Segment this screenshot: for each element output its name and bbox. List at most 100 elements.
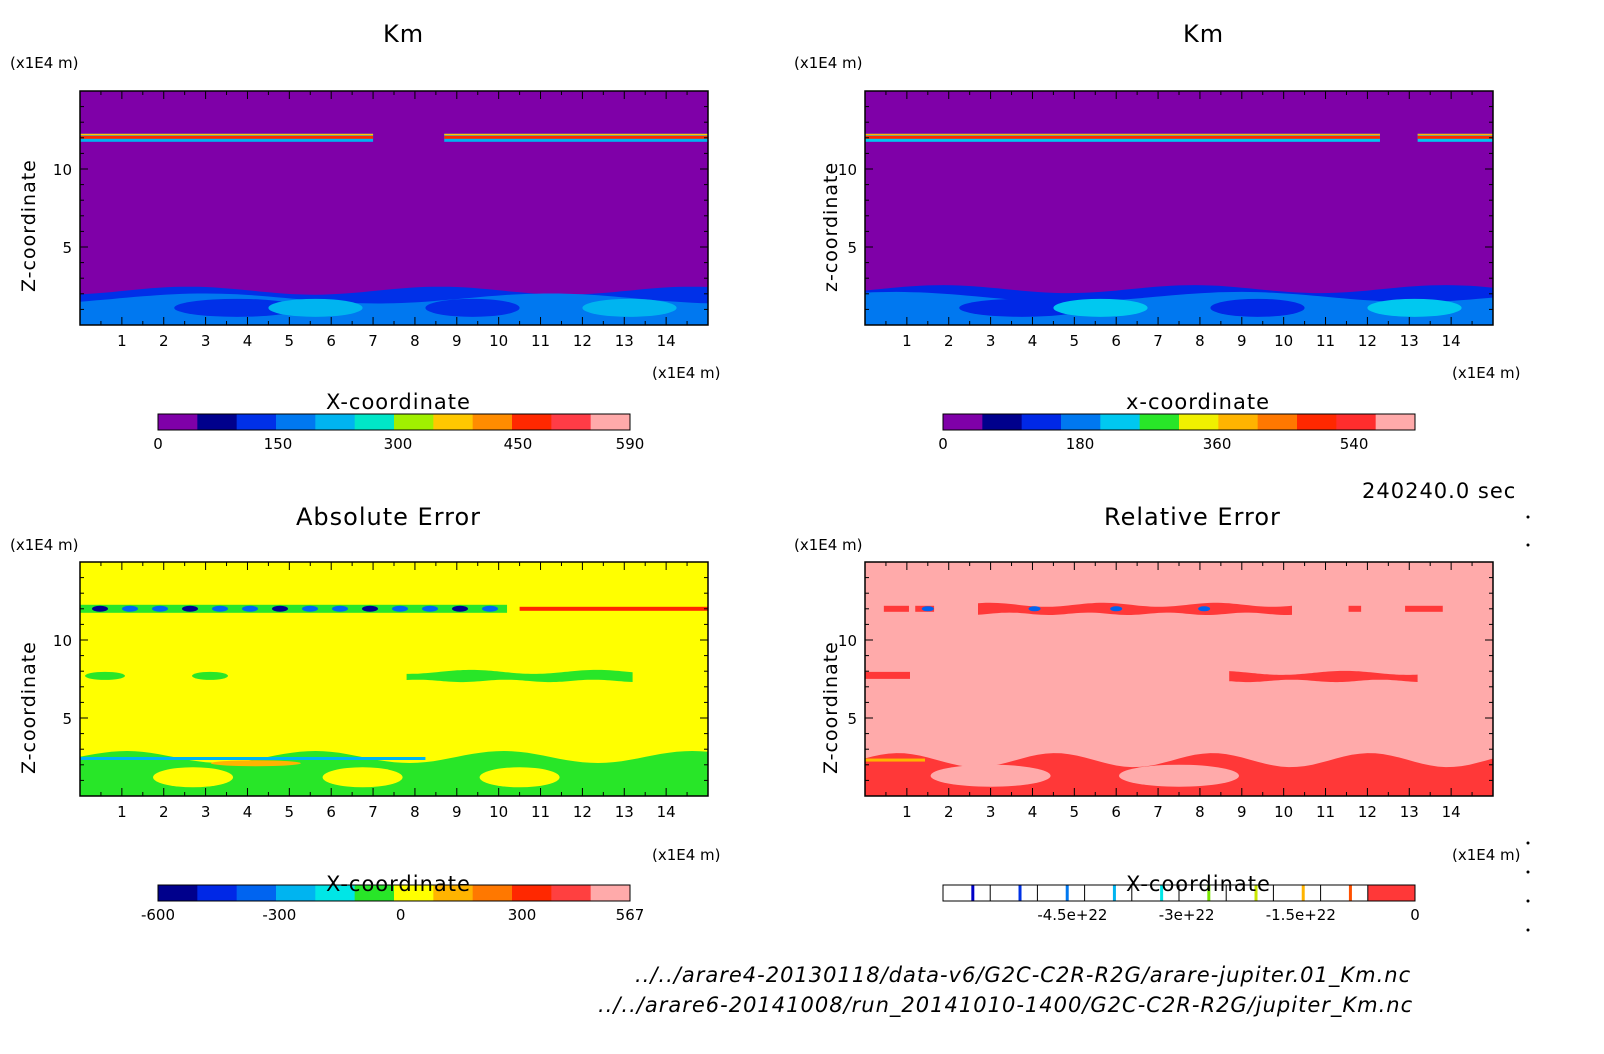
- x-tick-label: 10: [1274, 332, 1293, 350]
- colorbar-swatch: [590, 885, 631, 901]
- colorbar-tick-label: 0: [153, 435, 163, 453]
- field-background: [80, 91, 708, 325]
- x-tick-label: 5: [1070, 332, 1080, 350]
- colorbar-tick-label: 590: [616, 435, 645, 453]
- right-margin-dot: [1526, 841, 1530, 845]
- colorbar-swatch: [276, 414, 316, 430]
- colorbar-mark: [1018, 885, 1022, 901]
- colorbar-tick-label: 0: [396, 906, 406, 924]
- error-blob: [153, 767, 234, 788]
- colorbar-swatch: [1139, 414, 1180, 430]
- colorbar-swatch: [472, 414, 513, 430]
- relerr-band-mid: [1229, 670, 1418, 683]
- relerr-blob: [930, 764, 1051, 787]
- x-tick-label: 11: [1316, 803, 1335, 821]
- top-layer-core: [1417, 135, 1493, 139]
- relerr-blob: [1198, 606, 1211, 612]
- panel3-x-label: X-coordinate: [326, 872, 471, 896]
- x-tick-label: 1: [902, 332, 912, 350]
- panel1-title: Km: [383, 20, 425, 48]
- x-tick-label: 11: [531, 332, 550, 350]
- error-blob: [210, 760, 301, 767]
- panel4-z-label: Z-coordinate: [820, 641, 842, 774]
- error-blob: [332, 605, 348, 612]
- error-blob: [322, 767, 403, 788]
- colorbar-swatch: [1297, 414, 1337, 430]
- x-tick-label: 1: [902, 803, 912, 821]
- colorbar-swatch: [394, 885, 434, 901]
- relerr-blob: [883, 605, 909, 612]
- colorbar-tick-label: 150: [264, 435, 293, 453]
- colorbar-swatch: [1179, 414, 1219, 430]
- x-tick-label: 8: [410, 332, 420, 350]
- x-tick-label: 2: [159, 803, 169, 821]
- relerr-blob: [1405, 605, 1443, 612]
- error-blob: [482, 605, 498, 612]
- bottom-cell: [174, 298, 300, 317]
- colorbar-swatch: [276, 885, 316, 901]
- colorbar-swatch: [551, 885, 592, 901]
- x-tick-label: 2: [944, 803, 954, 821]
- colorbar-swatch: [1021, 414, 1062, 430]
- colorbar-tick-label: 567: [616, 906, 645, 924]
- bottom-cell: [1210, 298, 1305, 317]
- error-blob: [85, 671, 125, 680]
- colorbar-swatch: [472, 885, 513, 901]
- colorbar-swatch: [433, 885, 474, 901]
- colorbar-swatch: [236, 885, 277, 901]
- panel1-z-label: Z-coordinate: [18, 159, 40, 292]
- x-tick-label: 14: [1442, 803, 1461, 821]
- colorbar-tick-label: 360: [1203, 435, 1232, 453]
- z-tick-label: 10: [53, 632, 72, 650]
- colorbar-swatch: [1367, 885, 1415, 901]
- panel4-field: [865, 562, 1493, 796]
- bottom-cell: [268, 298, 363, 317]
- colorbar-swatch: [1257, 414, 1298, 430]
- x-tick-label: 13: [1400, 332, 1419, 350]
- x-tick-label: 7: [368, 803, 378, 821]
- top-layer-core: [444, 135, 708, 139]
- colorbar-tick-label: 450: [504, 435, 533, 453]
- colorbar-mark: [1065, 885, 1069, 901]
- colorbar-tick-label: -1.5e+22: [1266, 906, 1336, 924]
- colorbar-swatch: [315, 885, 356, 901]
- colorbar-tick-label: -3e+22: [1159, 906, 1215, 924]
- panel1-x-label: X-coordinate: [326, 390, 471, 414]
- error-blob: [272, 605, 288, 612]
- colorbar-swatch: [551, 414, 592, 430]
- error-blob: [242, 605, 258, 612]
- panel4-colorbar: -4.5e+22 -3e+22 -1.5e+22 0: [942, 884, 1420, 924]
- bottom-cell: [582, 298, 677, 317]
- colorbar-swatch: [512, 885, 552, 901]
- colorbar-mark: [1301, 885, 1305, 901]
- colorbar-swatch: [197, 414, 238, 430]
- error-band-mid: [406, 669, 633, 683]
- colorbar-tick-label: 180: [1066, 435, 1095, 453]
- x-tick-label: 12: [573, 803, 592, 821]
- colorbar-swatch: [158, 885, 198, 901]
- relerr-blob: [921, 606, 934, 612]
- colorbar-tick-label: 300: [384, 435, 413, 453]
- x-tick-label: 2: [944, 332, 954, 350]
- x-tick-label: 10: [1274, 803, 1293, 821]
- x-tick-label: 9: [1237, 803, 1247, 821]
- error-blob: [392, 605, 408, 612]
- error-blob: [302, 605, 318, 612]
- colorbar-tick-label: 0: [1410, 906, 1420, 924]
- source-file-1: ../../arare4-20130118/data-v6/G2C-C2R-R2…: [635, 963, 1412, 987]
- colorbar-mark: [1207, 885, 1211, 901]
- z-tick-label: 10: [53, 161, 72, 179]
- panel4-title: Relative Error: [1104, 503, 1281, 531]
- relerr-blob: [1110, 606, 1123, 612]
- colorbar-mark: [1348, 885, 1352, 901]
- panel2-title: Km: [1183, 20, 1225, 48]
- relerr-layer-top: [978, 602, 1292, 615]
- panel3-field: [80, 562, 708, 796]
- top-layer-edge: [80, 133, 374, 136]
- error-blob: [182, 605, 198, 612]
- x-tick-label: 11: [1316, 332, 1335, 350]
- x-tick-label: 14: [1442, 332, 1461, 350]
- x-tick-label: 11: [531, 803, 550, 821]
